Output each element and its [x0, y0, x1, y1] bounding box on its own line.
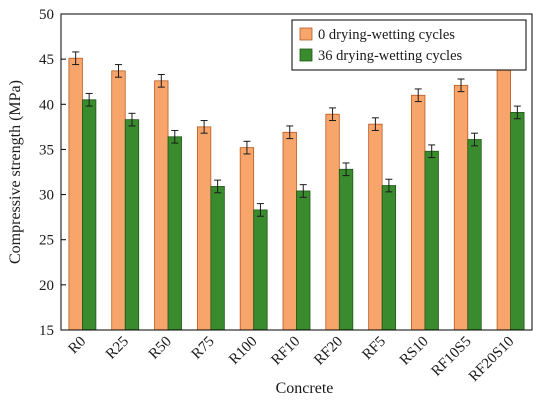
bar-cycles-36-r100	[253, 209, 268, 331]
bar-cycles-0-rf10	[282, 131, 297, 331]
bar-cycles-36-rf5	[381, 185, 397, 331]
legend-label: 0 drying-wetting cycles	[318, 27, 455, 43]
bar-cycles-36-rf10	[296, 190, 311, 331]
legend-swatch	[299, 27, 313, 41]
x-tick-label: RS10	[397, 334, 432, 369]
error-bars	[72, 51, 521, 217]
bar-cycles-0-rf20	[325, 113, 340, 331]
x-tick-label: R0	[66, 334, 90, 358]
y-tick-label: 50	[39, 7, 54, 23]
legend-label: 36 drying-wetting cycles	[318, 48, 463, 64]
y-tick-label: 25	[39, 233, 54, 249]
x-tick-label: RF5	[359, 334, 389, 364]
y-tick-label: 45	[39, 52, 54, 68]
y-tick-label: 40	[39, 97, 54, 113]
y-axis-title: Compressive strength (MPa)	[7, 80, 24, 264]
bar-cycles-36-rf20s10	[510, 112, 525, 331]
y-tick-label: 30	[39, 188, 54, 204]
bar-cycles-0-rf5	[368, 123, 383, 331]
bar-cycles-36-r75	[210, 186, 225, 331]
x-tick-label: R75	[189, 334, 218, 363]
x-axis-ticks: R0 R25 R50 R75 R100 RF10 RF20 RF5 RS10RF10S5RF20…	[66, 334, 518, 385]
bar-cycles-0-rf10s5	[453, 84, 469, 331]
x-tick-label: RF20	[311, 334, 346, 369]
y-tick-label: 35	[39, 142, 54, 158]
bar-cycles-0-r25	[111, 70, 126, 331]
x-tick-label: RF20S10	[466, 334, 517, 385]
bar-cycles-0-r75	[196, 126, 212, 331]
y-axis-ticks: 15 20 25 30 35 40 45 50	[39, 7, 66, 339]
bar-cycles-0-rf20s10	[496, 63, 511, 331]
bar-cycles-36-r50	[167, 136, 182, 331]
x-tick-label: R50	[146, 334, 175, 363]
bar-cycles-36-r25	[124, 119, 140, 331]
x-tick-label: R25	[103, 334, 132, 363]
legend-box	[291, 19, 527, 71]
bar-cycles-0-r0	[68, 57, 83, 331]
legend-swatch	[299, 48, 313, 62]
bars	[68, 57, 525, 331]
y-tick-label: 20	[39, 278, 54, 294]
bar-cycles-36-rf10s5	[467, 139, 482, 331]
plot-frame	[60, 13, 533, 331]
x-axis-title: Concrete	[276, 380, 334, 397]
bar-cycles-36-r0	[82, 99, 97, 331]
bar-cycles-0-rs10	[411, 94, 426, 331]
bar-cycles-0-r100	[239, 147, 255, 331]
bar-cycles-36-rf20	[338, 168, 354, 331]
x-tick-label: R100	[226, 334, 260, 368]
x-tick-label: RF10	[268, 334, 303, 369]
bar-cycles-36-rs10	[424, 150, 439, 331]
legend: 0 drying-wetting cycles 36 drying-wetting…	[291, 19, 527, 71]
bar-cycles-0-r50	[154, 80, 169, 331]
y-tick-label: 15	[39, 323, 54, 339]
